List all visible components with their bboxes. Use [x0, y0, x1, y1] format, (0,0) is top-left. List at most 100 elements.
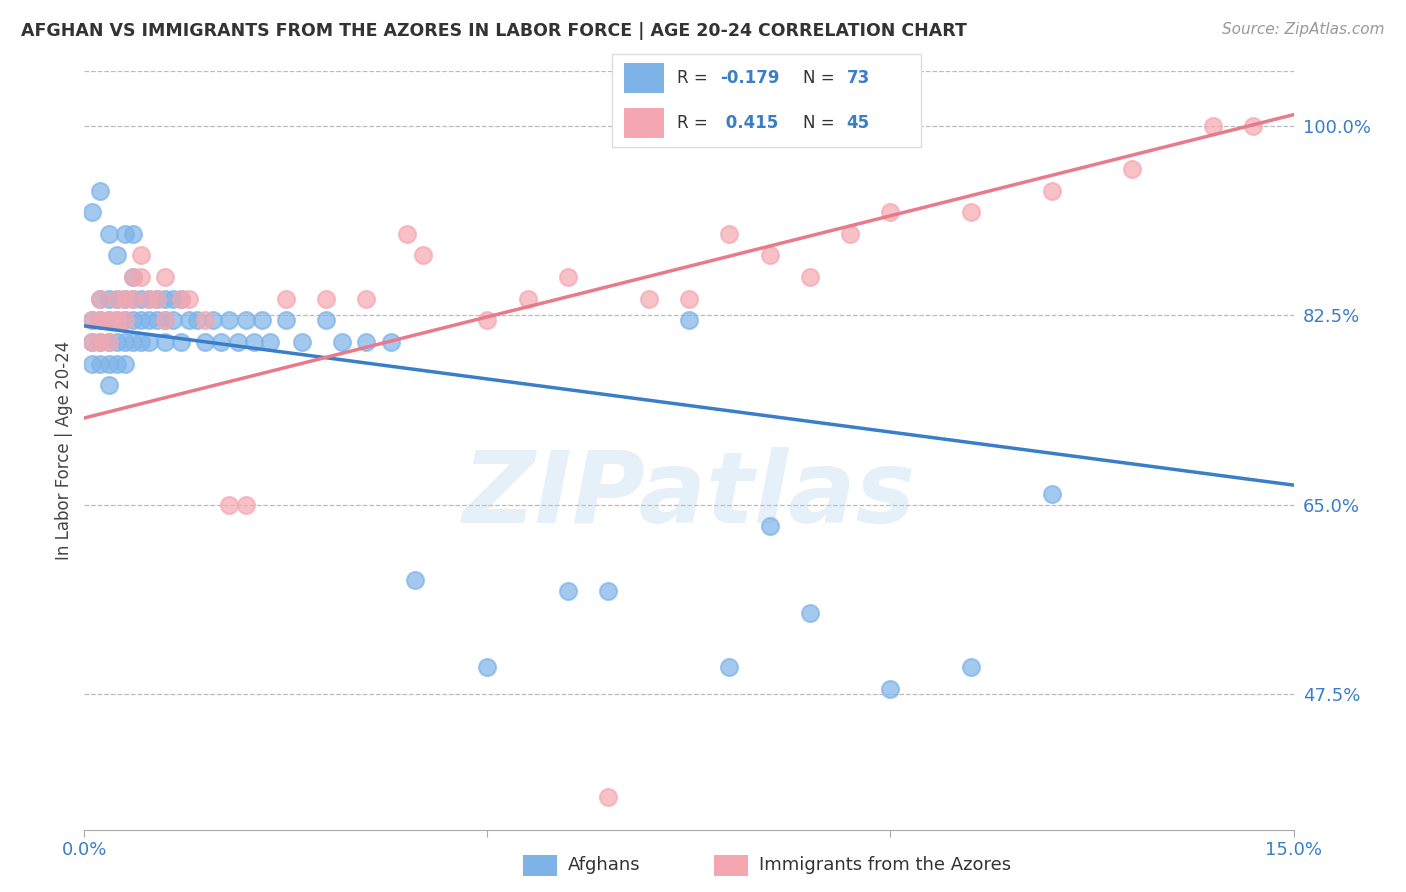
Point — [259, 335, 281, 350]
Point — [839, 227, 862, 241]
Point — [121, 270, 143, 285]
Point — [250, 313, 273, 327]
FancyBboxPatch shape — [624, 108, 664, 138]
Point — [235, 313, 257, 327]
Point — [758, 519, 780, 533]
Point — [105, 292, 128, 306]
Point — [718, 660, 741, 674]
Point — [162, 292, 184, 306]
Point — [960, 205, 983, 219]
Point — [186, 313, 208, 327]
Point — [129, 313, 152, 327]
Point — [138, 313, 160, 327]
Point — [138, 292, 160, 306]
Point — [960, 660, 983, 674]
Point — [1202, 119, 1225, 133]
Point — [89, 292, 111, 306]
Point — [170, 335, 193, 350]
FancyBboxPatch shape — [523, 855, 557, 876]
Point — [97, 378, 120, 392]
Point — [557, 270, 579, 285]
Point — [194, 335, 217, 350]
Point — [89, 357, 111, 371]
Point — [477, 660, 499, 674]
Text: 0.415: 0.415 — [720, 114, 778, 132]
Point — [330, 335, 353, 350]
Point — [404, 574, 426, 588]
Point — [82, 205, 104, 219]
Point — [82, 313, 104, 327]
Point — [678, 292, 700, 306]
Text: AFGHAN VS IMMIGRANTS FROM THE AZORES IN LABOR FORCE | AGE 20-24 CORRELATION CHAR: AFGHAN VS IMMIGRANTS FROM THE AZORES IN … — [21, 22, 967, 40]
Point — [146, 292, 169, 306]
Point — [356, 292, 378, 306]
Point — [179, 292, 201, 306]
Point — [129, 248, 152, 262]
Point — [82, 313, 104, 327]
Point — [356, 335, 378, 350]
Point — [218, 498, 240, 512]
Point — [121, 227, 143, 241]
Point — [153, 313, 176, 327]
Point — [879, 681, 901, 696]
Point — [879, 205, 901, 219]
Point — [105, 292, 128, 306]
Point — [209, 335, 232, 350]
Point — [598, 790, 620, 805]
Point — [637, 292, 659, 306]
Point — [121, 292, 143, 306]
Point — [678, 313, 700, 327]
Point — [97, 313, 120, 327]
Point — [235, 498, 257, 512]
Point — [242, 335, 264, 350]
Point — [105, 248, 128, 262]
Point — [162, 313, 184, 327]
Point — [202, 313, 225, 327]
Point — [170, 292, 193, 306]
Point — [97, 313, 120, 327]
Point — [194, 313, 217, 327]
Point — [121, 335, 143, 350]
Point — [129, 335, 152, 350]
Point — [97, 357, 120, 371]
Point — [1040, 184, 1063, 198]
Point — [114, 357, 136, 371]
Point — [758, 248, 780, 262]
Point — [315, 292, 337, 306]
Point — [146, 313, 169, 327]
Text: R =: R = — [676, 114, 713, 132]
Point — [1040, 487, 1063, 501]
Point — [138, 335, 160, 350]
Point — [146, 292, 169, 306]
Point — [89, 313, 111, 327]
Point — [153, 270, 176, 285]
Point — [114, 292, 136, 306]
Text: ZIPatlas: ZIPatlas — [463, 448, 915, 544]
Point — [97, 292, 120, 306]
Point — [799, 606, 821, 620]
Point — [121, 270, 143, 285]
Point — [121, 292, 143, 306]
Point — [557, 584, 579, 599]
Point — [89, 184, 111, 198]
Point — [315, 313, 337, 327]
Text: Immigrants from the Azores: Immigrants from the Azores — [759, 856, 1011, 874]
Point — [105, 357, 128, 371]
Point — [97, 227, 120, 241]
Point — [89, 292, 111, 306]
Text: R =: R = — [676, 69, 713, 87]
Point — [291, 335, 314, 350]
FancyBboxPatch shape — [612, 54, 921, 147]
Point — [114, 227, 136, 241]
Point — [1241, 119, 1264, 133]
Point — [274, 292, 297, 306]
Text: Afghans: Afghans — [568, 856, 641, 874]
Point — [105, 335, 128, 350]
Text: Source: ZipAtlas.com: Source: ZipAtlas.com — [1222, 22, 1385, 37]
Text: -0.179: -0.179 — [720, 69, 779, 87]
Point — [179, 313, 201, 327]
Point — [89, 313, 111, 327]
Point — [226, 335, 249, 350]
Point — [718, 227, 741, 241]
Point — [1121, 161, 1143, 176]
